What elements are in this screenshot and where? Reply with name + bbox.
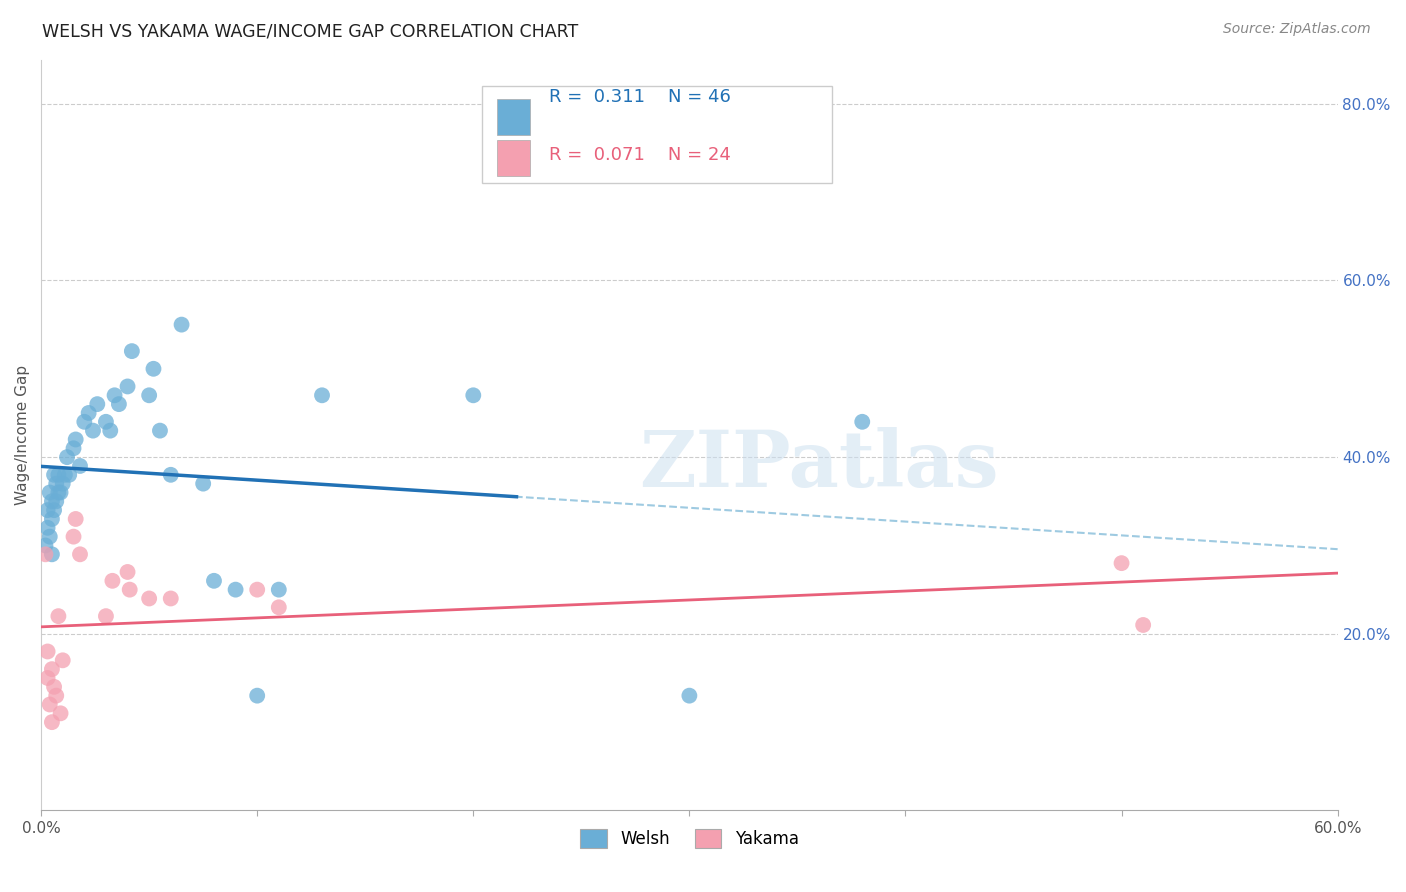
Point <box>117 565 139 579</box>
Point <box>42 680 65 694</box>
Point <box>38 530 60 544</box>
Point <box>65 512 87 526</box>
Point <box>45 476 67 491</box>
Point <box>851 415 873 429</box>
Point <box>101 574 124 588</box>
Point <box>62 442 84 456</box>
Point <box>678 689 700 703</box>
Point <box>41 547 63 561</box>
Point <box>159 467 181 482</box>
Point <box>138 591 160 606</box>
Point <box>41 512 63 526</box>
Point <box>1132 618 1154 632</box>
Point <box>159 591 181 606</box>
Point <box>138 388 160 402</box>
Point <box>267 582 290 597</box>
Point <box>38 698 60 712</box>
Point <box>41 494 63 508</box>
Point <box>37 521 59 535</box>
Point <box>62 530 84 544</box>
Point <box>49 485 72 500</box>
Point <box>41 715 63 730</box>
Point <box>193 476 215 491</box>
Point <box>225 582 247 597</box>
Point <box>94 609 117 624</box>
Point <box>77 406 100 420</box>
Point <box>86 397 108 411</box>
Point <box>48 609 70 624</box>
Point <box>108 397 131 411</box>
Point <box>117 379 139 393</box>
Point <box>311 388 333 402</box>
Point <box>69 458 91 473</box>
Point <box>38 485 60 500</box>
Point <box>42 467 65 482</box>
Point <box>37 671 59 685</box>
Point <box>267 600 290 615</box>
Text: WELSH VS YAKAMA WAGE/INCOME GAP CORRELATION CHART: WELSH VS YAKAMA WAGE/INCOME GAP CORRELAT… <box>42 22 578 40</box>
Point <box>65 433 87 447</box>
Point <box>118 582 141 597</box>
Point <box>37 503 59 517</box>
Text: Source: ZipAtlas.com: Source: ZipAtlas.com <box>1223 22 1371 37</box>
Point <box>73 415 96 429</box>
Point <box>246 582 269 597</box>
Point <box>34 539 56 553</box>
Point <box>202 574 225 588</box>
Point <box>103 388 125 402</box>
Point <box>45 494 67 508</box>
Point <box>48 485 70 500</box>
Point <box>52 653 75 667</box>
Point <box>142 361 165 376</box>
Point <box>149 424 172 438</box>
Point <box>98 424 121 438</box>
Point <box>34 547 56 561</box>
Point <box>1111 556 1133 570</box>
Text: ZIPatlas: ZIPatlas <box>640 427 998 503</box>
Legend: Welsh, Yakama: Welsh, Yakama <box>574 822 806 855</box>
Point <box>53 467 76 482</box>
Point <box>170 318 193 332</box>
Point <box>45 689 67 703</box>
FancyBboxPatch shape <box>498 99 530 135</box>
Point <box>246 689 269 703</box>
Y-axis label: Wage/Income Gap: Wage/Income Gap <box>15 365 30 505</box>
FancyBboxPatch shape <box>498 140 530 176</box>
Point <box>463 388 485 402</box>
Point <box>37 644 59 658</box>
Point <box>82 424 104 438</box>
Point <box>41 662 63 676</box>
Point <box>42 503 65 517</box>
Point <box>121 344 143 359</box>
Point <box>69 547 91 561</box>
Point <box>48 467 70 482</box>
Point <box>56 450 79 464</box>
Point <box>52 476 75 491</box>
Text: R =  0.311    N = 46: R = 0.311 N = 46 <box>550 88 731 106</box>
Point <box>58 467 80 482</box>
FancyBboxPatch shape <box>482 86 832 184</box>
Text: R =  0.071    N = 24: R = 0.071 N = 24 <box>550 146 731 164</box>
Point <box>49 706 72 721</box>
Point <box>94 415 117 429</box>
